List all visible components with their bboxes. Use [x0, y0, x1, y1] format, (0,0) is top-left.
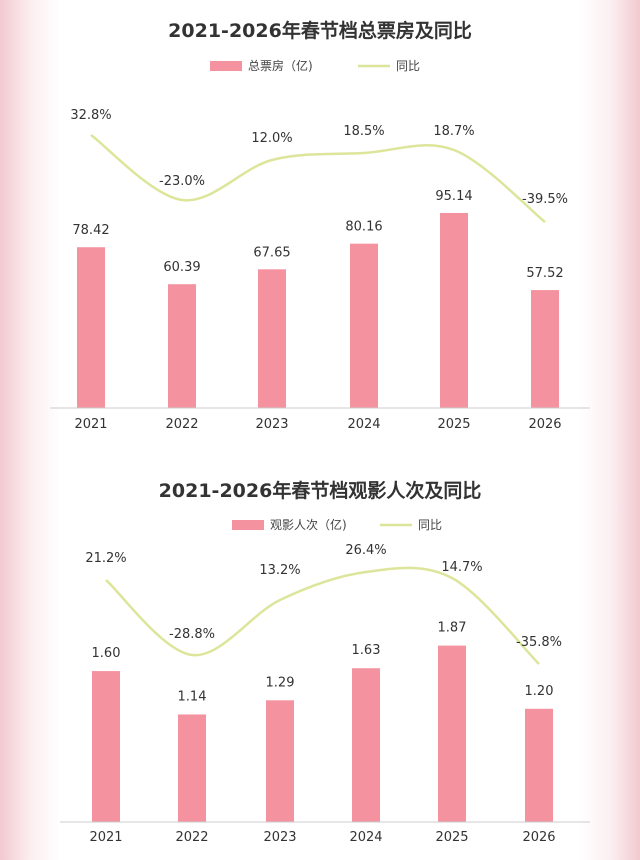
bar [266, 700, 294, 822]
legend-bar-label: 观影人次（亿) [270, 517, 347, 532]
legend-bar-swatch [210, 61, 242, 71]
x-tick-label: 2021 [89, 830, 122, 845]
bar [77, 247, 105, 408]
bar [352, 668, 380, 822]
bar [178, 714, 206, 822]
bar-value-label: 1.20 [525, 684, 554, 699]
bar-value-label: 1.14 [178, 689, 207, 704]
yoy-value-label: 21.2% [85, 551, 126, 566]
legend-line-label: 同比 [396, 59, 420, 73]
yoy-value-label: 14.7% [441, 560, 482, 575]
legend-bar-label: 总票房（亿) [248, 58, 313, 73]
bar-value-label: 67.65 [253, 245, 290, 260]
x-tick-label: 2022 [165, 417, 198, 432]
yoy-value-label: -35.8% [516, 635, 562, 650]
bar-value-label: 57.52 [526, 266, 563, 281]
yoy-value-label: 26.4% [345, 543, 386, 558]
bar-value-label: 1.87 [438, 621, 467, 636]
yoy-value-label: 18.5% [343, 124, 384, 139]
bar [438, 645, 466, 822]
bar-value-label: 1.29 [266, 675, 295, 690]
chart-title: 2021-2026年春节档观影人次及同比 [159, 479, 482, 502]
yoy-value-label: -23.0% [159, 174, 205, 189]
legend-bar-swatch [232, 520, 264, 530]
yoy-value-label: -28.8% [169, 627, 215, 642]
bar-value-label: 1.63 [352, 643, 381, 658]
bar-value-label: 60.39 [163, 260, 200, 275]
x-tick-label: 2024 [349, 830, 382, 845]
yoy-line [105, 566, 540, 665]
yoy-value-label: 18.7% [433, 124, 474, 139]
x-tick-label: 2023 [263, 830, 296, 845]
bar [258, 269, 286, 408]
bar [92, 671, 120, 822]
yoy-line [90, 133, 546, 223]
chart-title: 2021-2026年春节档总票房及同比 [168, 19, 472, 42]
yoy-value-label: 32.8% [70, 108, 111, 123]
x-tick-label: 2021 [74, 417, 107, 432]
bar [531, 290, 559, 408]
yoy-value-label: -39.5% [522, 192, 568, 207]
bar [525, 708, 553, 822]
yoy-value-label: 12.0% [251, 131, 292, 146]
bar-value-label: 80.16 [345, 220, 382, 235]
bar [350, 243, 378, 408]
bar [440, 212, 468, 408]
x-tick-label: 2023 [255, 417, 288, 432]
legend-line-label: 同比 [418, 518, 442, 532]
x-tick-label: 2025 [437, 417, 470, 432]
x-tick-label: 2022 [175, 830, 208, 845]
x-tick-label: 2024 [347, 417, 380, 432]
bar-value-label: 78.42 [72, 223, 109, 238]
bar-value-label: 95.14 [435, 189, 472, 204]
yoy-value-label: 13.2% [259, 563, 300, 578]
x-tick-label: 2026 [522, 830, 555, 845]
bar [168, 284, 196, 408]
bar-value-label: 1.60 [92, 646, 121, 661]
x-tick-label: 2026 [528, 417, 561, 432]
x-tick-label: 2025 [435, 830, 468, 845]
